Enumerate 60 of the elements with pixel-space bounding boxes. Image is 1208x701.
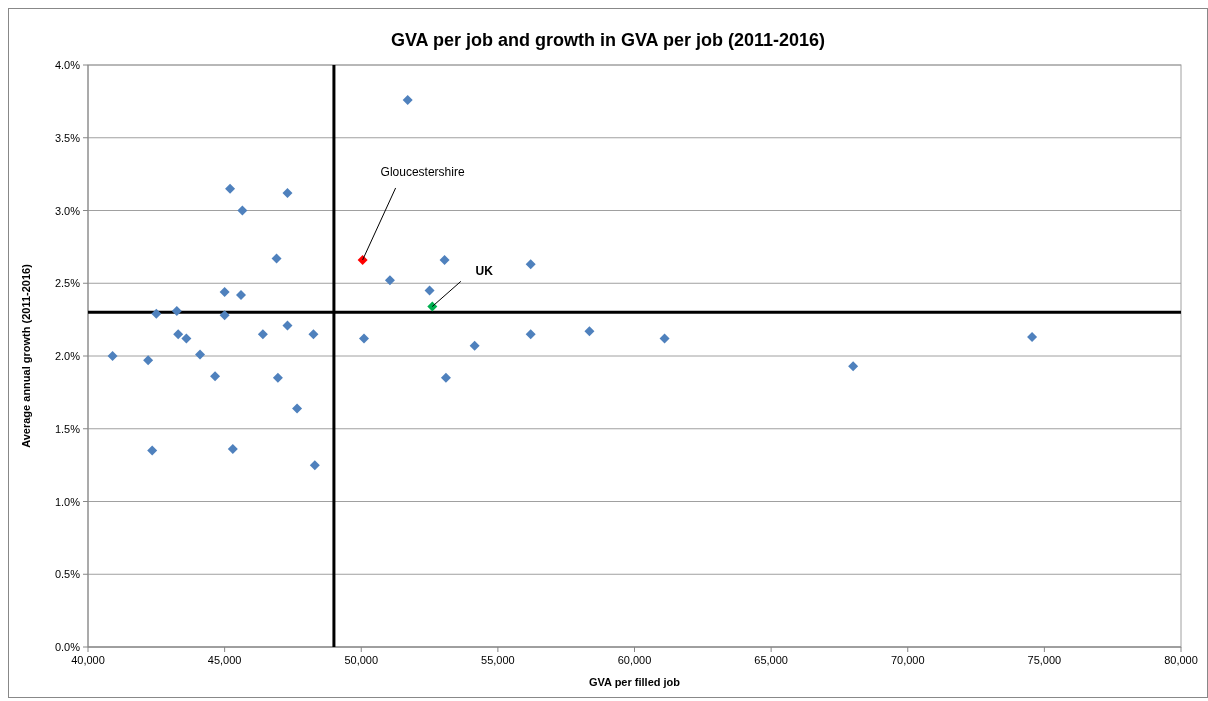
y-tick-label: 3.0% <box>54 204 81 217</box>
point <box>402 94 413 105</box>
text: Gloucestershire <box>380 164 465 179</box>
x-tick-label: 40,000 <box>71 654 105 666</box>
point <box>219 286 230 297</box>
point <box>147 445 158 456</box>
point <box>525 329 536 340</box>
point <box>173 329 184 340</box>
point <box>181 333 192 344</box>
point <box>469 340 480 351</box>
point <box>282 188 293 199</box>
x-tick-label: 75,000 <box>1027 654 1062 666</box>
x-tick-label: 50,000 <box>344 654 379 666</box>
x-tick-label: 70,000 <box>890 654 925 666</box>
point <box>151 308 162 319</box>
point <box>384 275 395 286</box>
point <box>210 371 221 382</box>
x-tick-label: 60,000 <box>617 654 652 666</box>
point <box>358 333 369 344</box>
point <box>525 259 536 270</box>
y-tick-label: 0.0% <box>54 641 81 653</box>
point <box>424 285 435 296</box>
point <box>584 326 595 337</box>
point <box>257 329 268 340</box>
point <box>309 460 320 471</box>
point <box>236 289 247 300</box>
y-tick-label: 2.0% <box>54 350 81 362</box>
point <box>427 301 438 312</box>
y-axis-title: Average annual growth (2011-2016) <box>20 263 32 448</box>
point <box>143 355 154 366</box>
point <box>659 333 670 344</box>
point <box>195 349 206 360</box>
y-tick-label: 2.5% <box>54 277 81 290</box>
y-tick-label: 4.0% <box>54 59 81 71</box>
point <box>271 253 282 264</box>
x-tick-label: 80,000 <box>1164 654 1198 666</box>
y-tick-label: 1.0% <box>54 495 81 508</box>
x-tick-label: 65,000 <box>754 654 788 666</box>
chart-title: GVA per job and growth in GVA per job (2011-2016) <box>390 30 826 50</box>
point <box>308 329 319 340</box>
point <box>848 361 859 372</box>
point <box>219 310 230 321</box>
point <box>237 205 248 216</box>
point <box>272 372 283 383</box>
x-tick-label: 45,000 <box>207 654 242 666</box>
point <box>227 444 238 455</box>
point <box>439 254 450 265</box>
point <box>225 183 236 194</box>
point <box>171 305 182 316</box>
text: UK <box>475 263 494 278</box>
point <box>107 351 118 361</box>
point <box>440 372 451 383</box>
y-tick-label: 3.5% <box>54 131 81 144</box>
point <box>282 320 293 331</box>
point <box>292 403 303 414</box>
point <box>1027 332 1038 343</box>
x-tick-label: 55,000 <box>481 654 515 666</box>
y-tick-label: 1.5% <box>54 422 81 435</box>
x-axis-title: GVA per filled job <box>588 676 681 688</box>
y-tick-label: 0.5% <box>54 568 81 581</box>
